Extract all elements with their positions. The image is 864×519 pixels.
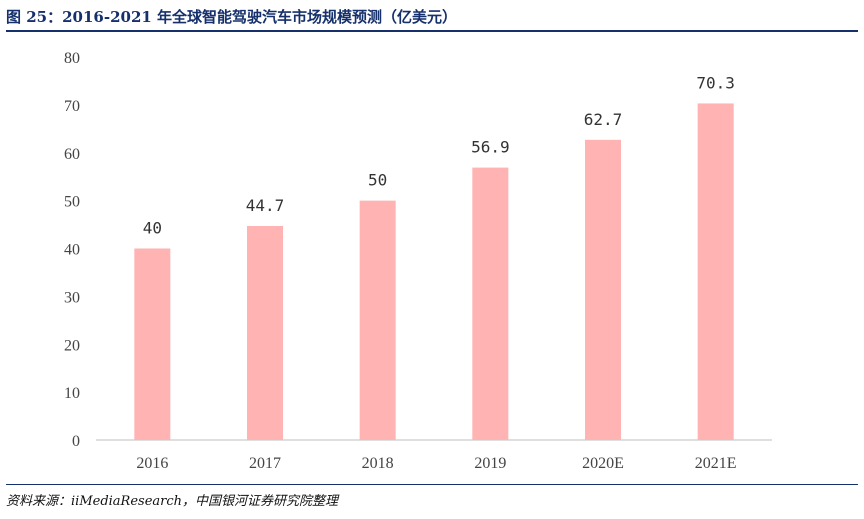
y-tick-label: 50 <box>64 194 80 211</box>
y-tick-label: 40 <box>64 242 80 259</box>
data-label: 70.3 <box>696 73 735 92</box>
y-tick-label: 0 <box>72 433 80 450</box>
data-labels: 40 44.7 50 56.9 62.7 70.3 <box>143 73 735 237</box>
y-tick-label: 30 <box>64 289 80 306</box>
data-label: 40 <box>143 219 162 238</box>
x-tick-label: 2017 <box>249 455 281 472</box>
y-tick-label: 10 <box>64 385 80 402</box>
x-tick-label: 2019 <box>474 455 506 472</box>
x-axis-ticks: 2016 2017 2018 2019 2020E 2021E <box>136 455 736 472</box>
data-label: 50 <box>368 171 387 190</box>
y-tick-label: 60 <box>64 146 80 163</box>
bars <box>134 103 734 441</box>
bar <box>585 139 621 441</box>
bar <box>134 248 171 440</box>
x-tick-label: 2020E <box>582 455 624 472</box>
title-underline <box>6 30 858 32</box>
bar <box>359 200 396 440</box>
y-tick-label: 20 <box>64 337 80 354</box>
bar <box>697 103 734 440</box>
data-label: 44.7 <box>246 196 285 215</box>
data-label: 62.7 <box>584 110 623 129</box>
bar <box>247 225 283 440</box>
x-tick-label: 2018 <box>362 455 394 472</box>
x-tick-label: 2021E <box>695 455 737 472</box>
data-label: 56.9 <box>471 138 510 157</box>
y-tick-label: 70 <box>64 98 80 115</box>
source-divider <box>6 484 858 485</box>
x-tick-label: 2016 <box>136 455 168 472</box>
y-tick-label: 80 <box>64 50 80 67</box>
source-note: 资料来源：iiMediaResearch，中国银河证券研究院整理 <box>6 494 339 509</box>
chart-title: 图 25：2016-2021 年全球智能驾驶汽车市场规模预测（亿美元） <box>6 8 458 26</box>
y-axis-ticks: 0 10 20 30 40 50 60 70 80 <box>64 50 80 450</box>
bar <box>472 167 509 440</box>
